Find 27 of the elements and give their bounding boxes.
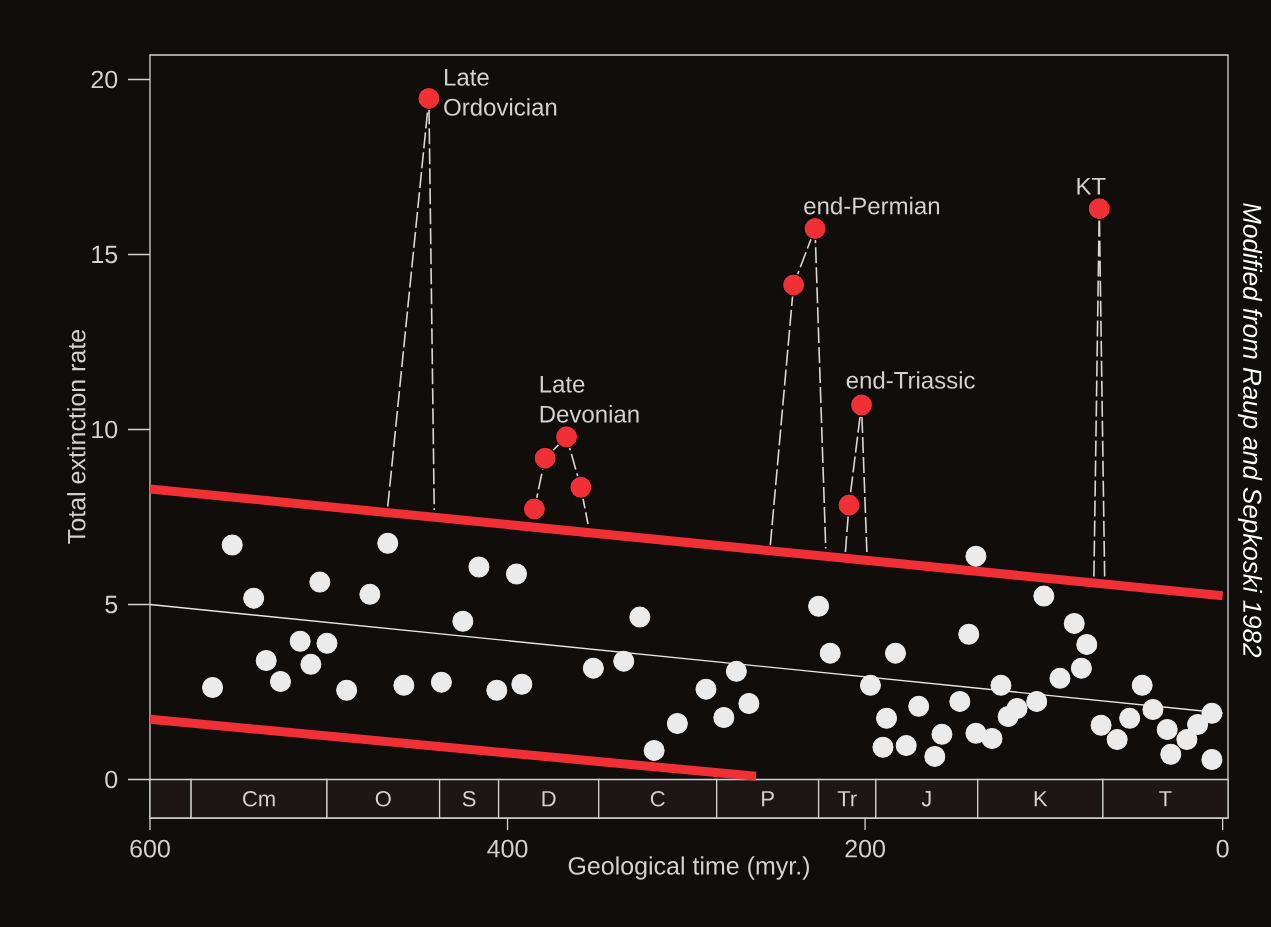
y-tick-label: 0: [105, 770, 118, 789]
band-label: P: [762, 791, 774, 807]
band-label: O: [375, 790, 391, 807]
annotation: KT: [1077, 177, 1106, 195]
band-label: S: [462, 790, 476, 807]
y-tick-label: 10: [92, 420, 118, 439]
annotation: Late Ordovician: [444, 69, 557, 116]
annotation: end-Triassic: [846, 371, 975, 389]
x-tick-label: 400: [487, 839, 528, 858]
band-label: D: [542, 791, 556, 807]
x-tick-label: 200: [845, 839, 885, 858]
band-label: K: [1034, 791, 1048, 807]
x-tick-label: 600: [130, 839, 170, 858]
band-label: T: [1159, 791, 1172, 807]
annotation: end-Permian: [804, 196, 940, 215]
band-label: Tr: [837, 791, 857, 807]
annotation: Late Devonian: [540, 375, 639, 423]
y-axis-title: Total extinction rate: [67, 329, 86, 544]
band-label: C: [650, 790, 665, 807]
y-tick-label: 5: [105, 595, 118, 614]
y-tick-label: 15: [92, 245, 118, 264]
x-tick-label: 0: [1216, 839, 1229, 858]
band-label: J: [921, 791, 931, 807]
text: Modified from Raup and Sepkoski 1982: [1237, 203, 1263, 658]
band-label: Cm: [243, 790, 275, 807]
y-tick-label: 20: [91, 70, 118, 89]
x-axis-title: Geological time (myr.): [568, 856, 809, 880]
